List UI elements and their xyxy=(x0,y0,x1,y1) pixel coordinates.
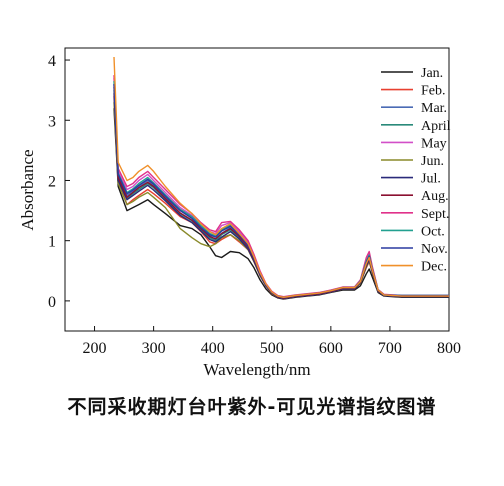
legend-label-6: Jul. xyxy=(421,172,441,187)
x-tick-label-2: 400 xyxy=(201,340,225,357)
series-group xyxy=(113,56,449,300)
legend-label-5: Jun. xyxy=(421,154,444,169)
x-axis-title: Wavelength/nm xyxy=(203,360,310,379)
plot-frame xyxy=(64,47,450,332)
x-tick-label-0: 200 xyxy=(83,340,107,357)
legend-label-10: Nov. xyxy=(421,242,448,257)
y-axis-title: Absorbance xyxy=(18,149,37,230)
legend-label-7: Aug. xyxy=(421,189,449,204)
legend-label-3: April xyxy=(421,119,451,134)
absorbance-line-chart: 200 300 400 500 600 700 800 0 1 2 3 4 Jan. Feb. Mar.… xyxy=(18,47,461,379)
x-tick-label-4: 600 xyxy=(319,340,343,357)
series-line-11 xyxy=(113,56,449,298)
series-line-0 xyxy=(113,108,449,300)
figure-caption: 不同采收期灯台叶紫外-可见光谱指纹图谱 xyxy=(67,396,437,418)
y-tick-label-0: 0 xyxy=(48,294,56,311)
y-tick-label-2: 2 xyxy=(48,173,56,190)
legend-label-8: Sept. xyxy=(421,207,449,222)
y-tick-label-1: 1 xyxy=(48,234,56,251)
legend-label-11: Dec. xyxy=(421,260,447,275)
legend-label-2: Mar. xyxy=(421,101,447,116)
y-axis-ticks: 0 1 2 3 4 xyxy=(48,53,70,311)
x-tick-label-6: 800 xyxy=(437,340,461,357)
x-tick-label-3: 500 xyxy=(260,340,284,357)
legend-label-0: Jan. xyxy=(421,66,443,81)
x-tick-label-5: 700 xyxy=(378,340,402,357)
y-tick-label-4: 4 xyxy=(48,53,56,70)
legend-label-4: May xyxy=(421,136,447,151)
y-tick-label-3: 3 xyxy=(48,113,56,130)
legend-label-1: Feb. xyxy=(421,84,446,99)
legend: Jan. Feb. Mar. April May Jun. Jul. Aug. Sept. Oct… xyxy=(381,66,451,275)
legend-label-9: Oct. xyxy=(421,224,445,239)
x-axis-ticks: 200 300 400 500 600 700 800 xyxy=(83,326,461,357)
x-tick-label-1: 300 xyxy=(142,340,166,357)
